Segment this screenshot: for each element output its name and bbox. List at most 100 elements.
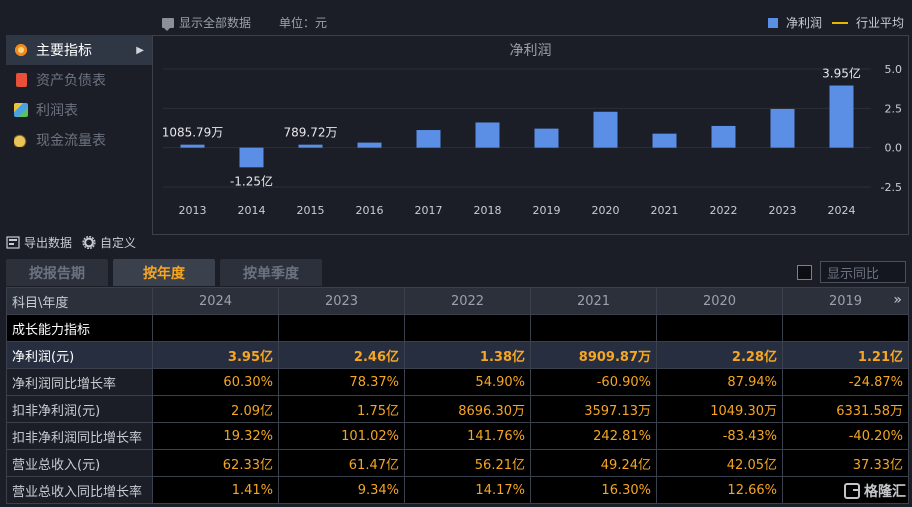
customize-button[interactable]: 自定义 (82, 234, 136, 251)
table-cell: 42.05亿 (656, 449, 783, 477)
indicators-table: 科目\年度 2024 2023 2022 2021 2020 2019 » 成长… (6, 287, 909, 504)
table-row[interactable]: 扣非净利润(元) 2.09亿 1.75亿 8696.30万 3597.13万 1049.3… (6, 395, 909, 423)
bar-data-label: 789.72万 (284, 126, 338, 140)
table-cell: 56.21亿 (404, 449, 531, 477)
bar-2016[interactable] (357, 142, 382, 148)
x-tick-label: 2016 (356, 204, 384, 217)
net-profit-legend-swatch (767, 17, 778, 28)
year-header[interactable]: 2022 (404, 287, 531, 315)
row-label: 营业总收入同比增长率 (6, 476, 153, 504)
bar-2013[interactable] (180, 144, 205, 148)
table-cell: 6331.58万 (782, 395, 909, 423)
bar-2017[interactable] (416, 130, 441, 148)
yoy-select[interactable]: 显示同比 (820, 261, 906, 283)
table-cell: 61.47亿 (278, 449, 405, 477)
chevron-right-icon: ▶ (136, 44, 144, 56)
row-label: 扣非净利润(元) (6, 395, 153, 423)
document-icon (16, 73, 27, 87)
export-data-button[interactable]: 导出数据 (6, 234, 72, 251)
bar-2020[interactable] (593, 111, 618, 148)
sidebar-item-main-indicators[interactable]: 主要指标 ▶ (6, 35, 152, 65)
table-cell: 19.32% (152, 422, 279, 450)
bar-2018[interactable] (475, 122, 500, 148)
sidebar-item-label: 现金流量表 (36, 133, 106, 149)
bar-data-label: 3.95亿 (822, 66, 861, 81)
tab-by-report-period[interactable]: 按报告期 (6, 259, 108, 286)
x-tick-label: 2022 (710, 204, 738, 217)
yoy-checkbox[interactable] (797, 264, 812, 280)
year-header[interactable]: 2023 (278, 287, 405, 315)
net-profit-bar-chart: 5.0 2.5 0.0 -2.5 2013 2014 2015 2016 2017 2018 201… (162, 63, 903, 217)
table-cell: 9.34% (278, 476, 405, 504)
sidebar-item-label: 资产负债表 (36, 73, 106, 89)
sidebar-item-label: 利润表 (36, 103, 78, 119)
table-cell: 37.33亿 (782, 449, 909, 477)
year-header[interactable]: 2021 (530, 287, 657, 315)
row-label: 净利润同比增长率 (6, 368, 153, 396)
export-icon (6, 236, 20, 249)
chart-toolbar: 显示全部数据 单位：元 净利润 行业平均 (0, 0, 912, 36)
section-label: 成长能力指标 (6, 314, 153, 342)
table-cell: 1.75亿 (278, 395, 405, 423)
show-all-data-toggle[interactable]: 显示全部数据 (162, 14, 251, 31)
year-header[interactable]: 2024 (152, 287, 279, 315)
table-cell: 54.90% (404, 368, 531, 396)
section-row: 成长能力指标 (6, 314, 909, 342)
period-tabs: 按报告期 按年度 按单季度 (6, 259, 327, 286)
table-cell: 3.95亿 (152, 341, 279, 369)
x-tick-label: 2014 (238, 204, 266, 217)
sidebar-item-balance-sheet[interactable]: 资产负债表 (6, 65, 152, 95)
year-header[interactable]: 2019 » (782, 287, 909, 315)
comment-icon (162, 17, 174, 31)
y-tick-label: 5.0 (885, 63, 903, 76)
bar-2014[interactable] (239, 147, 264, 168)
table-cell: -83.43% (656, 422, 783, 450)
bar-2015[interactable] (298, 144, 323, 148)
bar-2023[interactable] (770, 108, 795, 148)
table-cell: 62.33亿 (152, 449, 279, 477)
year-header[interactable]: 2020 (656, 287, 783, 315)
sidebar-item-cash-flow[interactable]: 现金流量表 (6, 125, 152, 155)
table-cell: 14.17% (404, 476, 531, 504)
gear-icon (82, 236, 96, 249)
tab-by-year[interactable]: 按年度 (113, 259, 215, 286)
sidebar-nav: 主要指标 ▶ 资产负债表 利润表 现金流量表 (6, 35, 152, 155)
table-cell: 1049.30万 (656, 395, 783, 423)
legend-industry-avg[interactable]: 行业平均 (855, 16, 904, 30)
tab-by-quarter[interactable]: 按单季度 (220, 259, 322, 286)
table-row[interactable]: 扣非净利润同比增长率 19.32% 101.02% 141.76% 242.81% -83… (6, 422, 909, 450)
table-row[interactable]: 净利润(元) 3.95亿 2.46亿 1.38亿 8909.87万 2.28亿 1.21亿 (6, 341, 909, 369)
row-label: 营业总收入(元) (6, 449, 153, 477)
bar-2019[interactable] (534, 128, 559, 148)
table-cell: 141.76% (404, 422, 531, 450)
chart-title: 净利润 (509, 43, 552, 59)
x-tick-label: 2015 (297, 204, 325, 217)
table-cell: -60.90% (530, 368, 657, 396)
legend-net-profit[interactable]: 净利润 (785, 16, 822, 30)
table-cell: -40.20% (782, 422, 909, 450)
table-row[interactable]: 营业总收入(元) 62.33亿 61.47亿 56.21亿 49.24亿 42.05亿 37… (6, 449, 909, 477)
industry-avg-legend-line (831, 21, 848, 24)
table-row[interactable]: 营业总收入同比增长率 1.41% 9.34% 14.17% 16.30% 12.66% (6, 476, 909, 504)
table-header-row: 科目\年度 2024 2023 2022 2021 2020 2019 » (6, 287, 909, 315)
table-row[interactable]: 净利润同比增长率 60.30% 78.37% 54.90% -60.90% 87.94% -… (6, 368, 909, 396)
x-tick-label: 2020 (592, 204, 620, 217)
y-tick-label: -2.5 (881, 181, 902, 194)
bar-2022[interactable] (711, 125, 736, 148)
x-tick-label: 2018 (474, 204, 502, 217)
table-cell: 78.37% (278, 368, 405, 396)
watermark-logo: 格隆汇 (844, 481, 906, 501)
bar-2024[interactable] (829, 85, 854, 148)
table-cell: 3597.13万 (530, 395, 657, 423)
double-chevron-right-icon[interactable]: » (893, 292, 902, 308)
x-tick-label: 2013 (179, 204, 207, 217)
bar-2021[interactable] (652, 133, 677, 148)
table-cell: 8909.87万 (530, 341, 657, 369)
table-cell: 1.41% (152, 476, 279, 504)
sidebar-item-income-statement[interactable]: 利润表 (6, 95, 152, 125)
table-cell: 8696.30万 (404, 395, 531, 423)
logo-icon (844, 483, 860, 499)
table-cell: 2.46亿 (278, 341, 405, 369)
table-cell: -24.87% (782, 368, 909, 396)
flower-icon (14, 43, 28, 57)
